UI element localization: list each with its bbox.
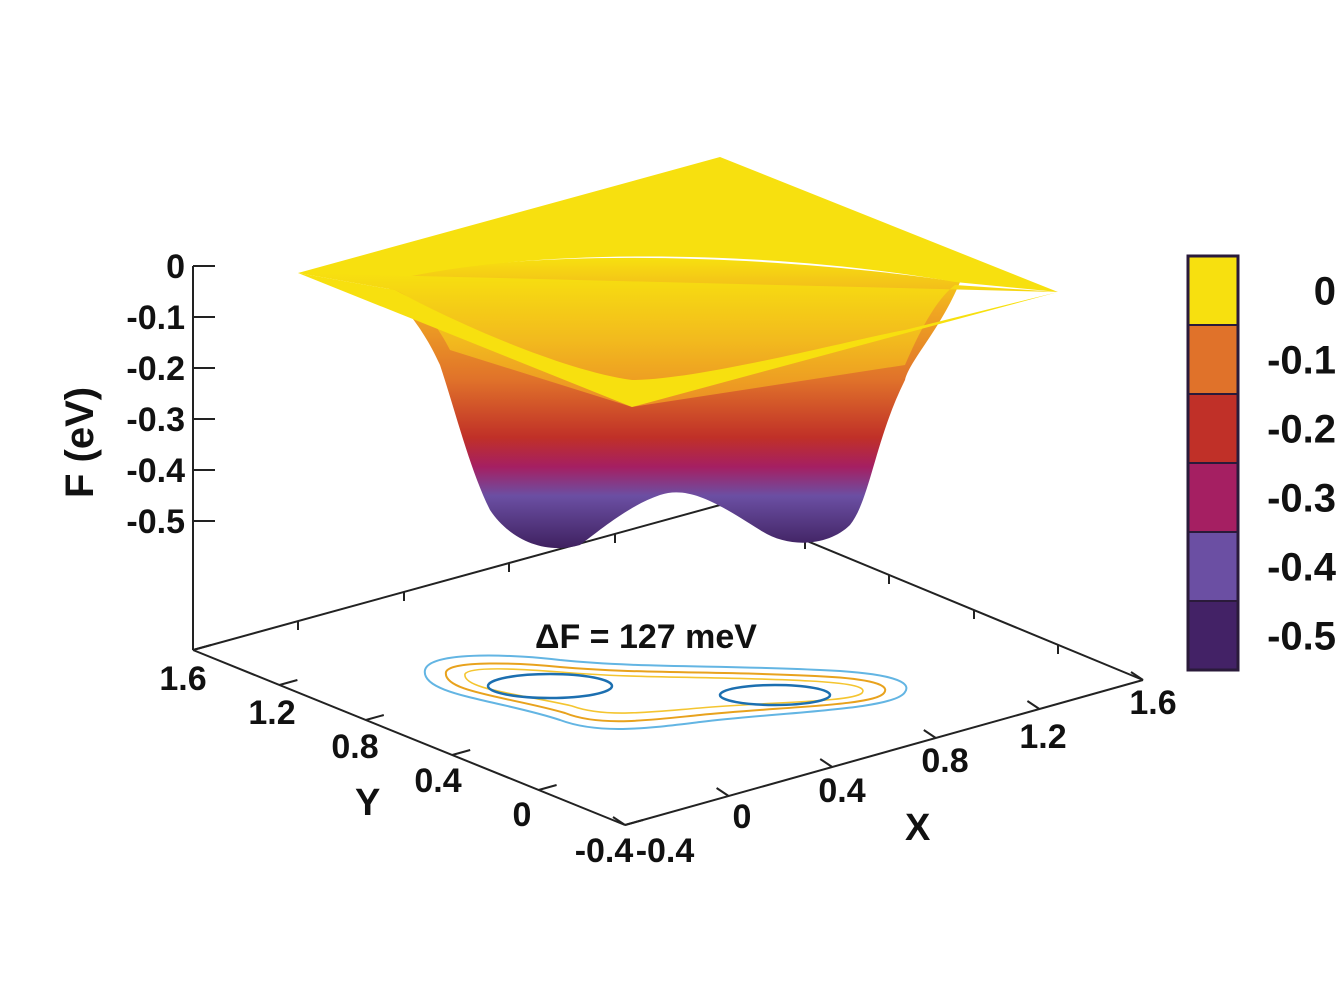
x-tick-label: 1.6 xyxy=(1129,684,1176,722)
x-tick xyxy=(923,729,937,739)
y-tick-label: 1.6 xyxy=(159,660,206,698)
z-tick-label: 0 xyxy=(166,248,185,286)
colorbar-label: -0.2 xyxy=(1267,408,1336,452)
y-tick xyxy=(365,714,385,721)
x-tick xyxy=(612,816,626,826)
z-tick-label: -0.1 xyxy=(126,299,185,337)
z-tick-label: -0.4 xyxy=(126,452,185,490)
x-tick-label: 1.2 xyxy=(1019,718,1066,756)
z-tick-label: -0.3 xyxy=(126,401,185,439)
x-tick xyxy=(819,758,833,768)
contour-mid xyxy=(444,662,887,723)
x-tick xyxy=(1026,700,1040,710)
x-axis-line xyxy=(624,679,1144,826)
y-tick-label: 0.4 xyxy=(414,762,461,800)
contour-min-right xyxy=(718,683,832,707)
y-axis-ticks: 1.6 1.2 0.8 0.4 0 -0.4 xyxy=(159,644,644,870)
colorbar-segment xyxy=(1187,600,1239,671)
plane-front-lip xyxy=(298,273,1058,407)
colorbar-segment xyxy=(1187,531,1239,602)
x-tick-label: 0.8 xyxy=(921,742,968,780)
y-tick xyxy=(624,819,644,826)
y-tick-label: 1.2 xyxy=(248,694,295,732)
x-tick-label: 0.4 xyxy=(818,772,865,810)
delta-f-annotation: ΔF = 127 meV xyxy=(535,618,757,656)
contour-inner xyxy=(464,668,864,714)
colorbar-segment xyxy=(1187,462,1239,533)
back-ticks xyxy=(297,534,1059,654)
y-tick-label: 0 xyxy=(513,796,532,834)
contour-outer xyxy=(423,654,908,730)
colorbar-label: -0.4 xyxy=(1267,546,1337,590)
plane-front xyxy=(298,273,1058,407)
colorbar-segment xyxy=(1187,393,1239,464)
plane-left xyxy=(298,157,1058,292)
colorbar-label: -0.3 xyxy=(1267,477,1336,521)
contour-min-left xyxy=(486,672,614,700)
contour-projection xyxy=(423,654,908,730)
z-axis-label: F (eV) xyxy=(58,387,102,498)
z-axis-ticks: 0 -0.1 -0.2 -0.3 -0.4 -0.5 xyxy=(126,248,215,541)
z-tick-label: -0.2 xyxy=(126,350,185,388)
y-tick-label: 0.8 xyxy=(331,728,378,766)
x-tick-label: -0.4 xyxy=(636,832,695,870)
z-tick-label: -0.5 xyxy=(126,503,185,541)
x-axis-ticks: -0.4 0 0.4 0.8 1.2 1.6 xyxy=(612,671,1177,870)
colorbar-label: -0.5 xyxy=(1267,615,1336,659)
y-tick xyxy=(538,784,557,791)
free-energy-surface xyxy=(298,157,1058,549)
y-tick-label: -0.4 xyxy=(575,832,634,870)
colorbar-segment xyxy=(1187,324,1239,395)
y-tick xyxy=(192,644,212,651)
colorbar-label: -0.1 xyxy=(1267,339,1336,383)
y-tick xyxy=(451,749,471,756)
x-axis-label: X xyxy=(905,807,931,849)
y-axis-line xyxy=(192,649,626,826)
y-tick xyxy=(279,679,298,686)
colorbar-segment xyxy=(1187,255,1239,326)
y-axis-label: Y xyxy=(355,782,380,824)
back-y-edge xyxy=(192,504,721,651)
colorbar: 0 -0.1 -0.2 -0.3 -0.4 -0.5 xyxy=(1186,254,1337,672)
colorbar-label: 0 xyxy=(1314,270,1336,314)
x-tick xyxy=(1130,671,1144,681)
colorbar-frame xyxy=(1186,254,1240,672)
x-tick xyxy=(716,787,730,797)
x-tick-label: 0 xyxy=(733,798,752,836)
